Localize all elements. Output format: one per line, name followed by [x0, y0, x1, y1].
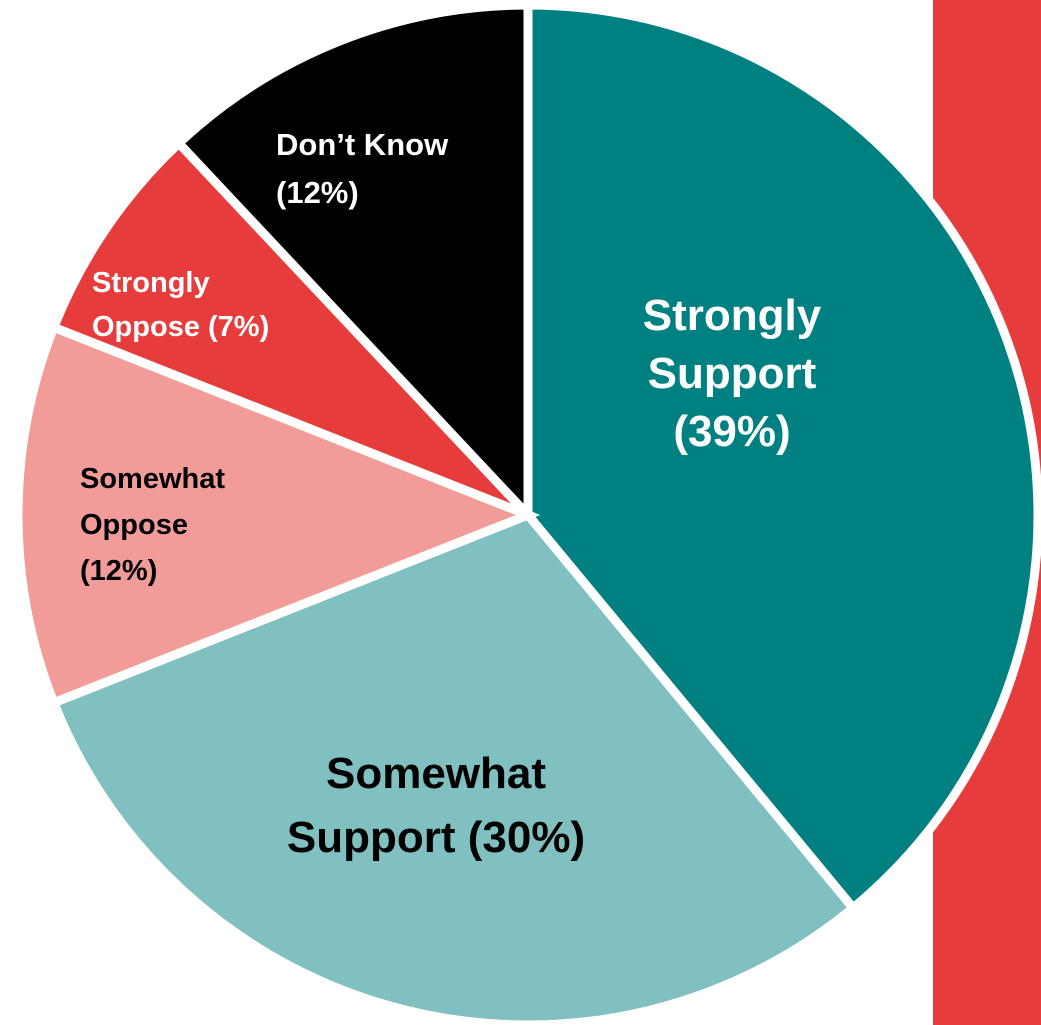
slice-label-strongly-support: Strongly Support (39%) — [643, 291, 822, 456]
slice-label-somewhat-oppose: Somewhat Oppose (12%) — [80, 463, 225, 587]
slice-label-line: Oppose — [80, 509, 188, 541]
pie-slice-strongly-support — [523, 0, 1041, 915]
slice-label-somewhat-support: Somewhat Support (30%) — [287, 749, 585, 862]
slice-label-line: Oppose (7%) — [92, 311, 269, 343]
pie-slice-strongly-oppose — [47, 136, 532, 520]
slice-label-line: (39%) — [673, 407, 790, 456]
slice-labels: Strongly Support (39%) Somewhat Support (30%… — [80, 127, 822, 862]
slice-label-line: Strongly — [92, 267, 210, 299]
pie-slices — [13, 0, 1041, 1025]
slice-label-line: Support — [648, 349, 817, 398]
pie-slice-somewhat-support — [47, 509, 860, 1025]
pie-slice-somewhat-oppose — [13, 321, 541, 709]
pie-slice-don-t-know — [172, 0, 533, 527]
slice-label-line: Support (30%) — [287, 813, 585, 862]
slice-label-line: Strongly — [643, 291, 822, 340]
slice-label-line: Somewhat — [80, 463, 225, 495]
slice-label-strongly-oppose: Strongly Oppose (7%) — [92, 267, 269, 343]
slice-label-line: Somewhat — [326, 749, 546, 798]
slice-label-line: (12%) — [80, 555, 157, 587]
slice-label-line: (12%) — [276, 175, 359, 210]
slice-label-line: Don’t Know — [276, 127, 449, 162]
slice-label-don-t-know: Don’t Know (12%) — [276, 127, 449, 210]
